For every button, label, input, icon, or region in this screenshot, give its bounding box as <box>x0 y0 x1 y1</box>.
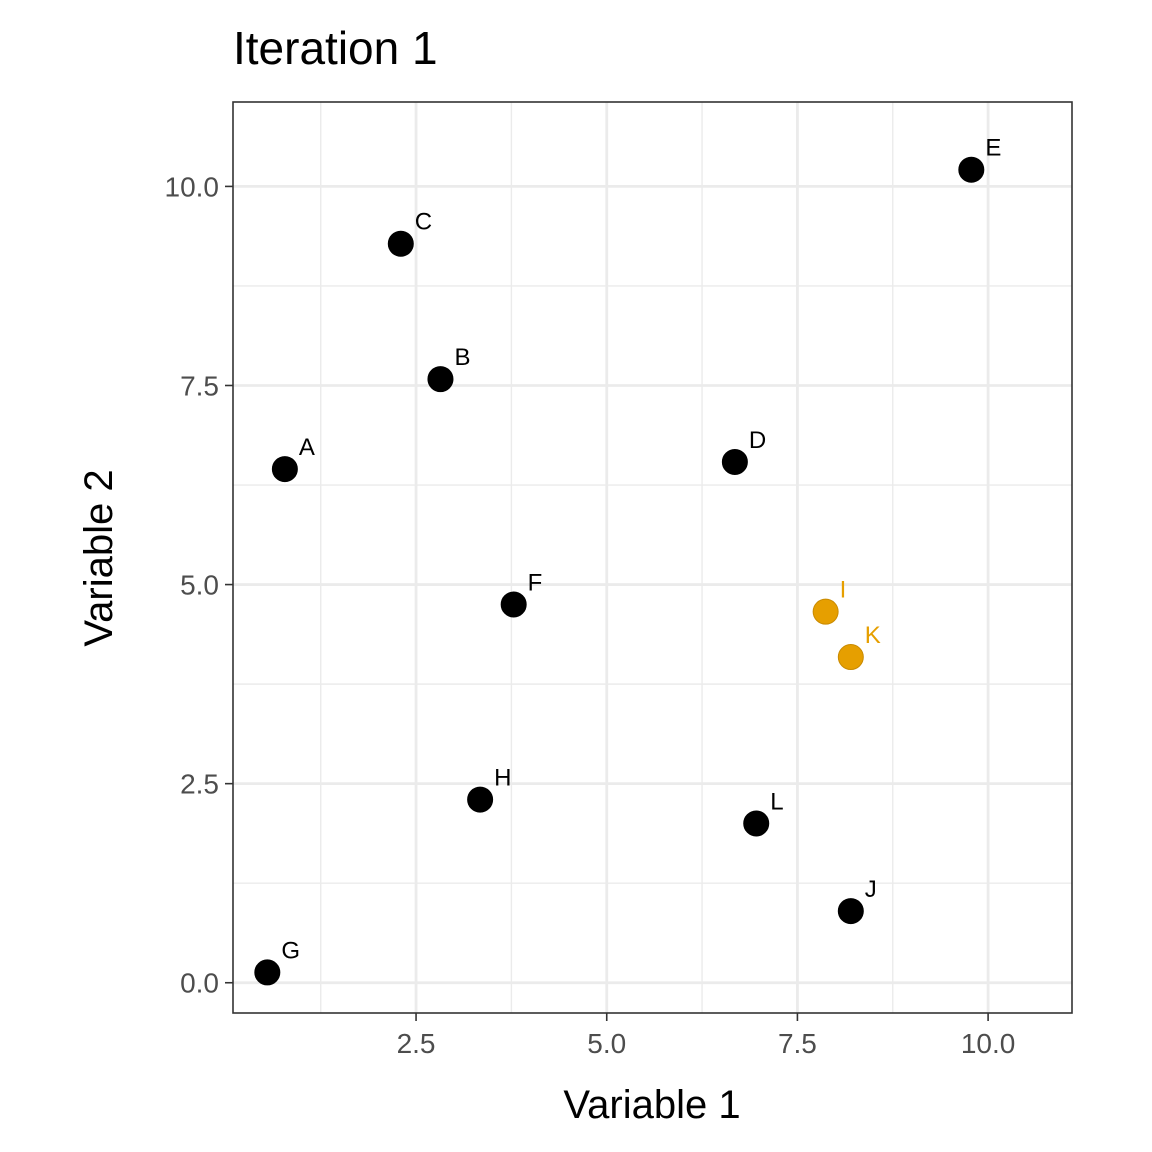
point-a <box>271 456 298 483</box>
x-axis-title: Variable 1 <box>563 1083 740 1127</box>
point-label-g: G <box>281 937 300 964</box>
minor-grid <box>233 102 1072 1013</box>
point-g <box>254 959 281 986</box>
point-d <box>721 448 748 475</box>
point-h <box>467 786 494 813</box>
point-label-f: F <box>528 569 543 596</box>
point-label-j: J <box>865 876 877 903</box>
point-label-i: I <box>840 577 847 604</box>
chart-title: Iteration 1 <box>233 22 438 74</box>
y-tick-label: 10.0 <box>165 171 220 202</box>
point-labels-layer: A B C D E F G H I J K L <box>281 135 1001 965</box>
point-label-c: C <box>415 209 432 236</box>
points-layer <box>254 156 985 986</box>
point-label-l: L <box>770 788 783 815</box>
x-axis: 2.5 5.0 7.5 10.0 <box>397 1013 1016 1059</box>
y-axis-title: Variable 2 <box>77 469 121 646</box>
y-tick-label: 2.5 <box>180 769 219 800</box>
x-tick-label: 7.5 <box>778 1028 817 1059</box>
point-f <box>500 591 527 618</box>
x-tick-label: 10.0 <box>961 1028 1016 1059</box>
point-label-b: B <box>454 344 470 371</box>
y-axis: 0.0 2.5 5.0 7.5 10.0 <box>165 171 233 999</box>
y-tick-label: 7.5 <box>180 370 219 401</box>
point-e <box>958 156 985 183</box>
plot-panel-border <box>232 101 1073 1014</box>
point-j <box>837 898 864 925</box>
point-label-h: H <box>494 765 511 792</box>
point-c <box>387 230 414 257</box>
point-label-d: D <box>749 427 766 454</box>
point-label-a: A <box>299 434 315 461</box>
y-tick-label: 5.0 <box>180 570 219 601</box>
point-label-e: E <box>985 135 1001 162</box>
point-l <box>743 810 770 837</box>
y-tick-label: 0.0 <box>180 968 219 999</box>
x-tick-label: 5.0 <box>587 1028 626 1059</box>
x-tick-label: 2.5 <box>397 1028 436 1059</box>
point-b <box>427 366 454 393</box>
major-grid <box>233 102 1072 1013</box>
point-i <box>812 598 839 625</box>
point-label-k: K <box>865 622 881 649</box>
point-k <box>837 644 864 671</box>
